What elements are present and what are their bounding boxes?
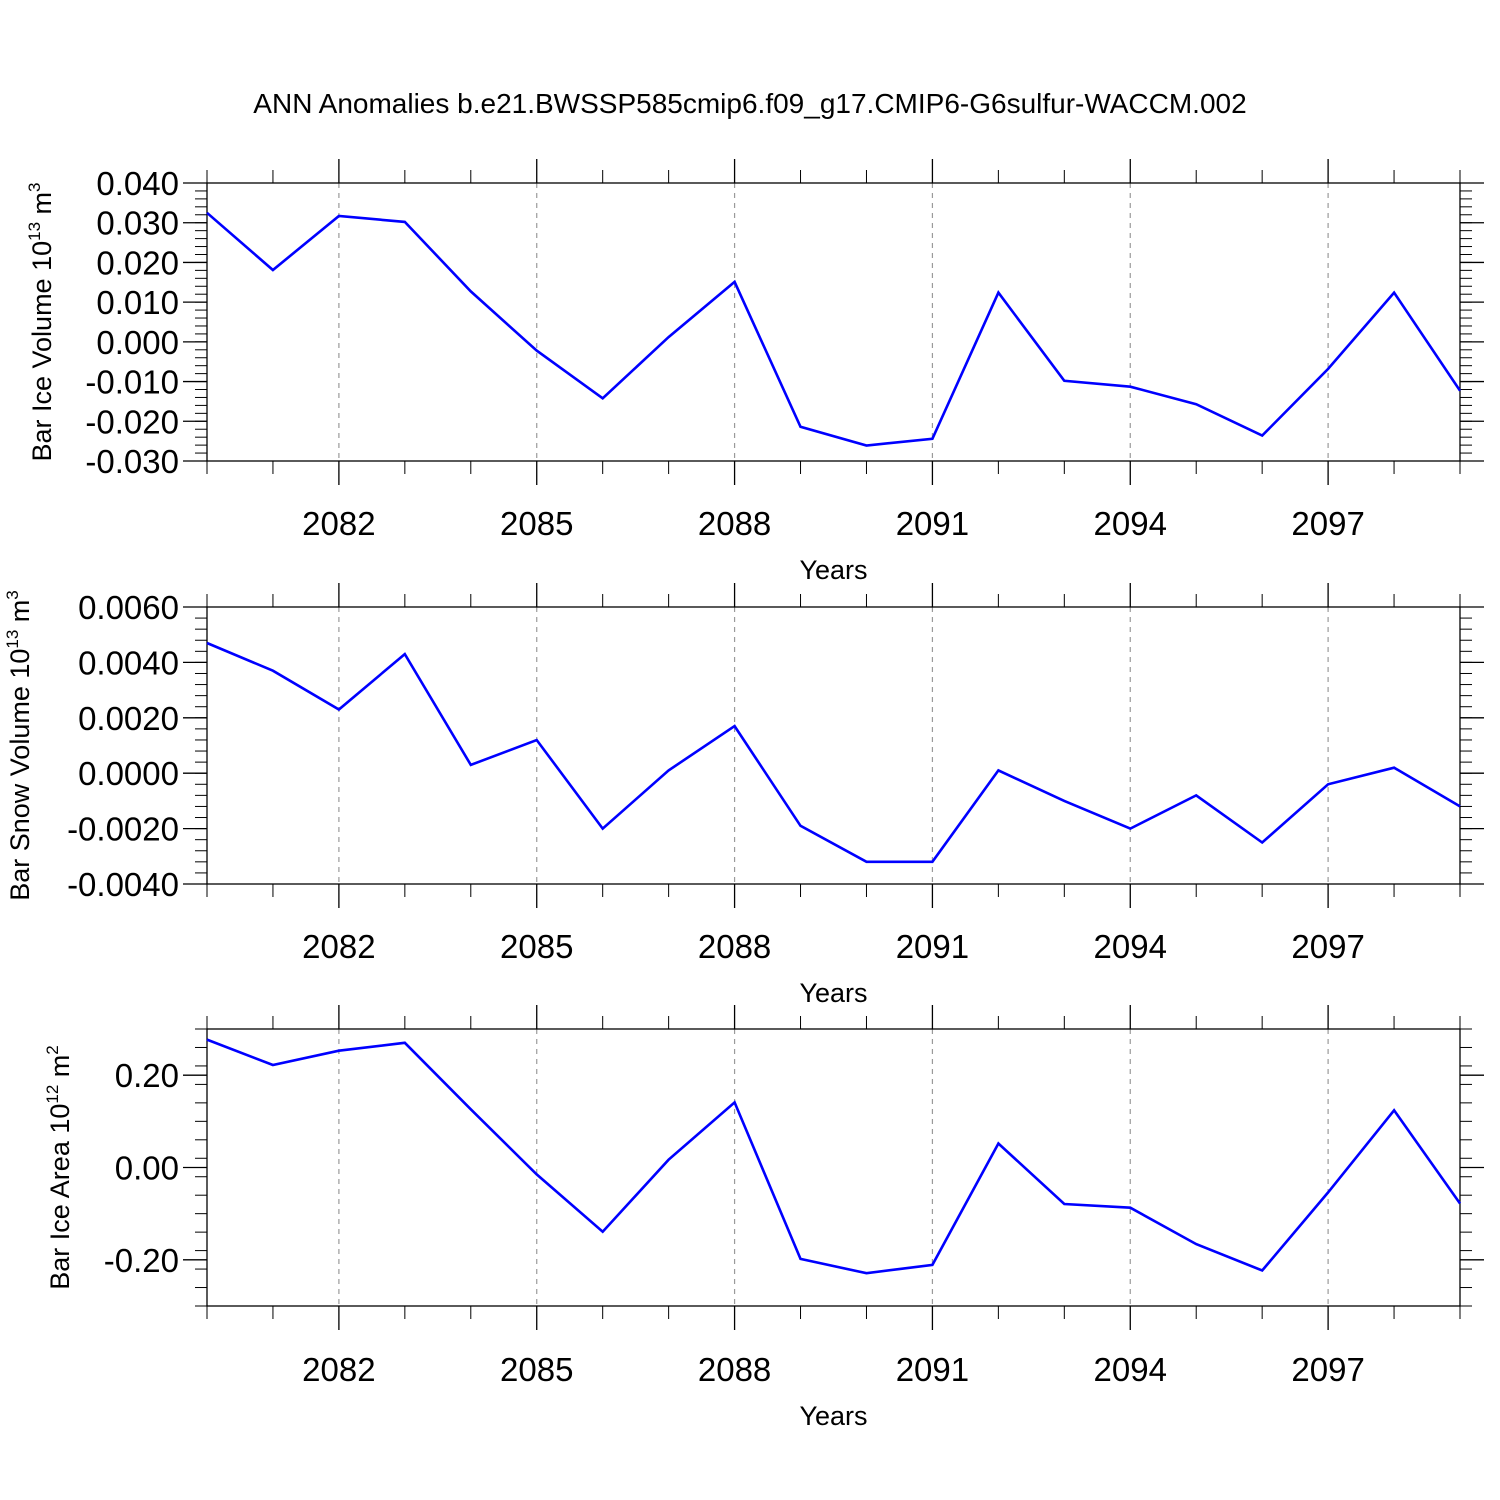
y-tick-label: -0.010	[85, 364, 179, 401]
y-tick-label: -0.0020	[67, 811, 179, 848]
y-tick-label: 0.040	[96, 165, 179, 202]
y-tick-label: -0.20	[104, 1242, 179, 1279]
series-line	[206, 641, 1461, 864]
x-tick-label: 2085	[500, 505, 573, 542]
x-tick-label: 2091	[896, 928, 969, 965]
x-tick-label: 2085	[500, 928, 573, 965]
x-tick-label: 2082	[302, 1351, 375, 1388]
x-axis-label: Years	[799, 555, 867, 585]
x-tick-label: 2097	[1291, 505, 1364, 542]
y-tick-label: 0.20	[115, 1057, 179, 1094]
x-tick-label: 2094	[1094, 928, 1167, 965]
y-axis-label: Bar Snow Volume 1013 m3	[3, 590, 35, 901]
y-tick-label: 0.0000	[78, 755, 179, 792]
y-tick-label: 0.000	[96, 324, 179, 361]
y-tick-label: 0.00	[115, 1150, 179, 1187]
x-tick-label: 2088	[698, 505, 771, 542]
x-tick-label: 2088	[698, 928, 771, 965]
y-tick-label: 0.020	[96, 244, 179, 281]
y-axis-label: Bar Ice Volume 1013 m3	[25, 182, 57, 461]
x-tick-label: 2082	[302, 928, 375, 965]
x-tick-label: 2097	[1291, 1351, 1364, 1388]
y-tick-label: 0.010	[96, 284, 179, 321]
y-tick-label: -0.030	[85, 443, 179, 480]
plot-frame	[206, 606, 1461, 885]
x-tick-label: 2091	[896, 505, 969, 542]
y-axis-label: Bar Ice Area 1012 m2	[43, 1045, 75, 1290]
y-tick-label: -0.0040	[67, 866, 179, 903]
series-line	[206, 1038, 1462, 1275]
x-tick-label: 2085	[500, 1351, 573, 1388]
x-axis-label: Years	[799, 978, 867, 1008]
plot-frame	[206, 1028, 1461, 1307]
x-axis-label: Years	[799, 1401, 867, 1431]
chart-panel-1: -0.030-0.020-0.0100.0000.0100.0200.0300.…	[25, 159, 1484, 585]
y-tick-label: 0.030	[96, 205, 179, 242]
x-tick-label: 2082	[302, 505, 375, 542]
x-tick-label: 2091	[896, 1351, 969, 1388]
y-tick-label: -0.020	[85, 403, 179, 440]
figure-title: ANN Anomalies b.e21.BWSSP585cmip6.f09_g1…	[253, 88, 1247, 119]
y-tick-label: 0.0040	[78, 644, 179, 681]
y-tick-label: 0.0060	[78, 589, 179, 626]
x-tick-label: 2094	[1094, 1351, 1167, 1388]
x-tick-label: 2094	[1094, 505, 1167, 542]
x-tick-label: 2097	[1291, 928, 1364, 965]
chart-panel-2: -0.0040 -0.0020 0.0000 0.0020 0.0040 0.0060 20…	[3, 583, 1484, 1008]
y-tick-label: 0.0020	[78, 700, 179, 737]
x-tick-label: 2088	[698, 1351, 771, 1388]
chart-panel-3: -0.20 0.00 0.20 2082 2085 2088 2091 2094 2097 Yea…	[43, 1005, 1484, 1431]
series-line	[206, 211, 1462, 447]
plot-frame	[206, 182, 1461, 462]
